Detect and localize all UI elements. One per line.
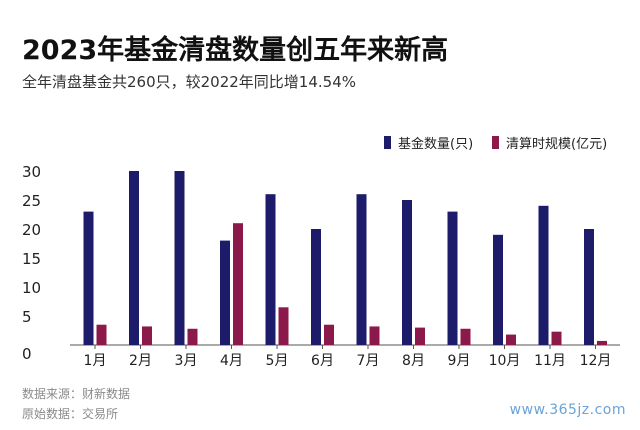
watermark: www.365jz.com: [509, 402, 626, 418]
bar-liquidation-scale: [597, 340, 607, 345]
bar-liquidation-scale: [187, 328, 198, 345]
bar-fund-count: [220, 240, 230, 345]
y-tick-label: 25: [22, 192, 41, 210]
bar-fund-count: [538, 205, 549, 345]
chart-area: 0 5 10 15 20 25 30 1月 2月 3月 4月 5月 6月 7月 8月 9月 10月 11月 12月 基…: [0, 120, 640, 380]
footer-raw: 原始数据：交易所: [22, 407, 119, 421]
bar-liquidation-scale: [324, 324, 334, 345]
legend-label-liquidation-scale: 清算时规模(亿元): [506, 137, 607, 152]
bar-chart: 0 5 10 15 20 25 30 1月 2月 3月 4月 5月 6月 7月 8月 9月 10月 11月 12月 基…: [22, 136, 620, 369]
bar-liquidation-scale: [460, 328, 471, 345]
footer-source: 数据来源：财新数据: [22, 387, 131, 401]
bar-liquidation-scale: [506, 334, 516, 345]
x-tick-label: 4月: [220, 353, 243, 369]
x-tick-label: 2月: [129, 353, 152, 369]
chart-subtitle: 全年清盘基金共260只，较2022年同比增14.54%: [22, 73, 357, 91]
x-tick-label: 1月: [84, 353, 107, 369]
bar-liquidation-scale: [551, 331, 562, 345]
bar-fund-count: [493, 234, 503, 345]
bar-fund-count: [311, 229, 321, 345]
bar-liquidation-scale: [369, 326, 380, 345]
bar-fund-count: [584, 229, 594, 345]
bar-liquidation-scale: [96, 324, 107, 345]
bar-fund-count: [174, 171, 185, 345]
bar-liquidation-scale: [233, 223, 243, 345]
bar-fund-count: [83, 211, 94, 345]
x-tick-label: 6月: [311, 353, 334, 369]
legend-swatch-liquidation-scale: [492, 136, 499, 149]
y-tick-label: 15: [22, 250, 41, 268]
x-tick-label: 9月: [448, 353, 471, 369]
bar-fund-count: [402, 200, 412, 345]
y-tick-label: 0: [22, 345, 32, 363]
legend-swatch-fund-count: [384, 136, 391, 149]
y-tick-label: 5: [22, 308, 32, 326]
x-tick-label: 5月: [266, 353, 289, 369]
bar-liquidation-scale: [415, 327, 425, 345]
x-tick-label: 8月: [402, 353, 425, 369]
bar-fund-count: [447, 211, 458, 345]
x-tick-label: 12月: [580, 353, 612, 369]
legend-label-fund-count: 基金数量(只): [398, 136, 473, 152]
bar-liquidation-scale: [142, 326, 152, 345]
x-tick-label: 3月: [175, 353, 198, 369]
x-tick-label: 10月: [489, 353, 521, 369]
bar-fund-count: [129, 171, 139, 345]
bar-liquidation-scale: [278, 307, 289, 345]
y-tick-label: 10: [22, 279, 41, 297]
x-tick-label: 11月: [534, 353, 566, 369]
chart-title: 2023年基金清盘数量创五年来新高: [22, 35, 449, 66]
bar-fund-count: [265, 194, 276, 345]
bar-fund-count: [356, 194, 367, 345]
x-tick-label: 7月: [357, 353, 380, 369]
y-tick-label: 20: [22, 221, 41, 239]
y-tick-label: 30: [22, 163, 41, 181]
